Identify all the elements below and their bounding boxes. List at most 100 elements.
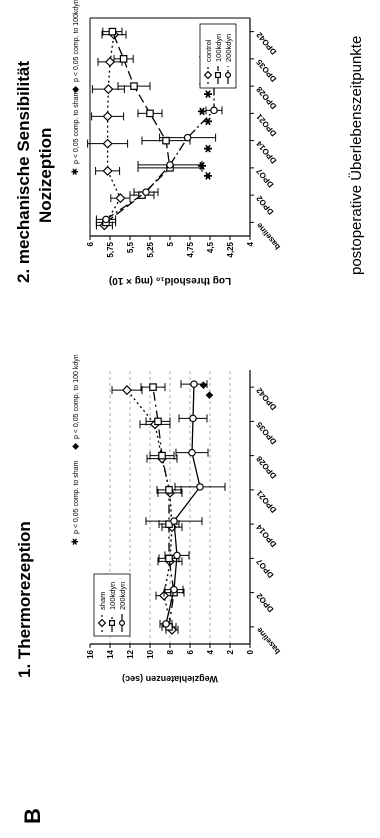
significance-mark: ✱ — [203, 90, 215, 99]
annotation-text: p < 0,05 comp. to sham — [73, 460, 80, 534]
data-point — [165, 554, 173, 563]
data-point — [149, 383, 157, 391]
y-tick-label: 4,5 — [206, 241, 215, 253]
legend-marker — [215, 71, 222, 78]
x-tick-label: baseline — [254, 221, 282, 252]
significance-mark: ◆ — [198, 381, 209, 389]
legend-label: 200kdyn — [224, 34, 233, 62]
data-point — [188, 448, 196, 457]
data-point — [173, 551, 181, 560]
y-axis-label: Log threshold₁₀ (mg × 10) — [109, 275, 231, 286]
annotation-text: p < 0,05 comp. to 100 kdyn — [73, 354, 80, 439]
legend-label: 100kdyn — [214, 34, 223, 62]
legend-label: 200kdyn — [118, 582, 127, 610]
x-tick-label: DPO14 — [254, 139, 278, 165]
chart-thermorezeption: 0 2 4 6 8 10 12 14 16 baseline DPO2 DPO7 DPO14 DPO21 D… — [70, 354, 282, 684]
legend-marker — [118, 620, 125, 627]
x-tick-label: DPO42 — [254, 385, 278, 411]
y-tick-label: 12 — [126, 649, 135, 658]
significance-mark: ✱ — [197, 161, 209, 170]
annotation-symbol: ◆ — [70, 86, 80, 93]
legend-label: 100kdyn — [108, 582, 117, 610]
annotation-text: p < 0,05 comp. to sham — [73, 90, 80, 164]
x-tick-label: DPO7 — [254, 557, 275, 580]
x-tick-label: baseline — [254, 625, 282, 656]
chart2-title: 2. mechanische Sensibilität — [14, 60, 33, 283]
x-tick-label: DPO2 — [254, 193, 275, 216]
y-tick-label: 5,25 — [146, 241, 155, 257]
y-tick-label: 5,5 — [126, 241, 135, 253]
data-point — [142, 188, 150, 196]
data-point — [166, 161, 174, 169]
legend: sham 100kdyn 200kdyn — [93, 573, 131, 637]
data-point — [165, 486, 173, 494]
y-tick-label: 4,25 — [226, 241, 235, 257]
data-point — [158, 451, 166, 460]
annotation-symbol: ✱ — [70, 168, 80, 176]
y-tick-label: 4,75 — [186, 241, 195, 257]
y-tick-label: 4 — [246, 241, 255, 246]
annotation-text: p < 0,05 comp. to 100kdyn — [73, 0, 80, 82]
data-point — [162, 620, 170, 628]
significance-mark: ✱ — [197, 107, 209, 116]
data-group: ◆◆ — [111, 380, 226, 635]
y-tick-label: 16 — [86, 649, 95, 658]
panel-label: B — [20, 808, 45, 824]
significance-mark: ✱ — [203, 117, 215, 126]
data-point — [104, 56, 116, 67]
x-tick-label: DPO42 — [254, 30, 278, 56]
significance-mark: ◆ — [204, 391, 215, 399]
data-point — [102, 138, 113, 149]
data-point — [102, 215, 110, 224]
grid-group — [109, 370, 231, 644]
y-tick-label: 0 — [246, 649, 255, 654]
data-point — [170, 585, 178, 594]
legend-label: sham — [98, 592, 107, 610]
data-point — [162, 136, 170, 145]
x-tick-label: DPO35 — [254, 420, 278, 446]
data-point — [102, 111, 113, 122]
y-axis-label: Wegziehlatenzen (sec) — [122, 674, 218, 684]
data-point — [102, 165, 113, 176]
y-tick-label: 5,75 — [106, 241, 115, 257]
y-tick-label: 2 — [226, 649, 235, 654]
data-point — [115, 193, 126, 204]
y-tick-label: 10 — [146, 649, 155, 658]
chart-mechanische-sensibilitaet: 4 4,25 4,5 4,75 5 5,25 5,5 5,75 6 baseline DPO2 DPO… — [70, 0, 282, 286]
annotation-symbol: ✱ — [70, 538, 80, 546]
x-tick-label: DPO28 — [254, 454, 278, 480]
significance-mark: ✱ — [203, 171, 215, 180]
data-point — [170, 517, 178, 525]
legend-label: control — [204, 39, 213, 62]
significance-mark: ✱ — [203, 144, 215, 153]
y-tick-label: 5 — [166, 241, 175, 246]
shared-x-axis-label: postoperative Überlebenszeitpunkte — [348, 35, 365, 275]
x-tick-label: DPO35 — [254, 57, 278, 83]
data-point — [130, 82, 138, 90]
chart1-title: 1. Thermorezeption — [15, 521, 34, 678]
series-line — [165, 384, 201, 625]
axis-group: 4 4,25 4,5 4,75 5 5,25 5,5 5,75 6 baseline DPO2 DPO… — [86, 17, 282, 286]
legend-marker — [225, 71, 232, 78]
legend-marker — [97, 618, 107, 628]
legend: control 100kdyn 200kdyn — [199, 23, 237, 89]
legend-marker — [203, 70, 213, 80]
data-point — [190, 380, 198, 388]
data-point — [183, 133, 192, 142]
chart2-subtitle: Nozizeption — [36, 127, 55, 223]
x-tick-label: DPO21 — [254, 488, 278, 514]
x-tick-label: DPO7 — [254, 166, 275, 189]
data-point — [146, 109, 154, 118]
y-tick-label: 6 — [86, 241, 95, 246]
x-tick-label: DPO14 — [254, 522, 278, 548]
y-tick-label: 6 — [186, 649, 195, 654]
x-tick-label: DPO21 — [254, 112, 278, 138]
legend-marker — [108, 620, 115, 627]
y-tick-label: 4 — [206, 649, 215, 654]
data-point — [196, 483, 204, 491]
data-point — [210, 106, 218, 115]
axis-group: 0 2 4 6 8 10 12 14 16 baseline DPO2 DPO7 DPO14 DPO21 D… — [86, 370, 282, 684]
data-point — [103, 84, 114, 95]
data-point — [108, 27, 117, 36]
